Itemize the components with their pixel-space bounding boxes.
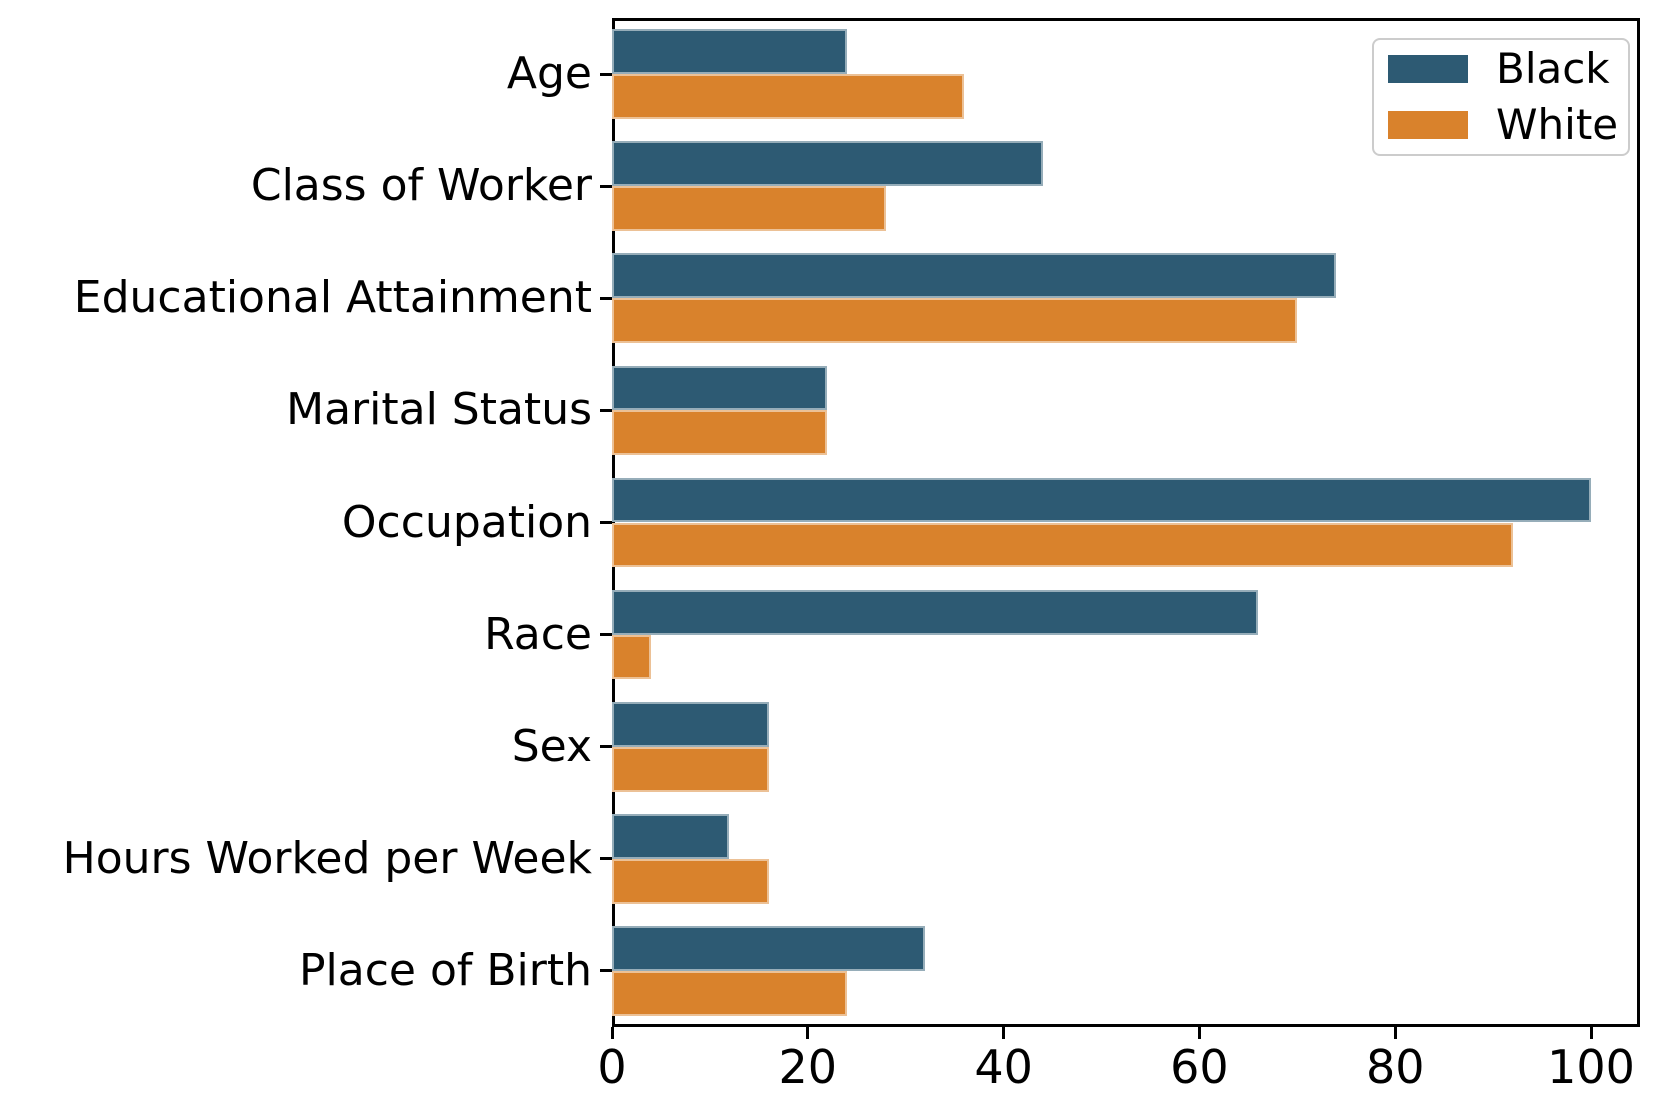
x-tick-label-60: 60 (1170, 1040, 1229, 1094)
x-tick-mark (1589, 1027, 1593, 1039)
bar-white-class-of-worker (612, 186, 887, 231)
y-tick-label-place-of-birth: Place of Birth (298, 944, 592, 996)
bar-black-sex (612, 701, 769, 747)
bar-white-age (612, 74, 965, 119)
legend-label-black: Black (1496, 44, 1610, 93)
y-tick-mark (600, 408, 612, 412)
y-tick-label-class-of-worker: Class of Worker (250, 160, 592, 212)
y-tick-mark (600, 72, 612, 76)
bar-black-age (612, 29, 847, 75)
bar-white-hours-worked-per-week (612, 858, 769, 904)
legend-swatch-white (1388, 111, 1468, 139)
bar-black-class-of-worker (612, 141, 1043, 187)
y-tick-label-sex: Sex (511, 720, 592, 772)
y-tick-mark (600, 296, 612, 300)
bar-white-occupation (612, 522, 1513, 568)
bar-black-marital-status (612, 365, 828, 411)
y-tick-mark (600, 745, 612, 749)
legend-item-black: Black (1388, 46, 1614, 92)
y-tick-mark (600, 969, 612, 973)
bar-white-educational-attainment (612, 298, 1298, 344)
y-tick-label-hours-worked-per-week: Hours Worked per Week (62, 832, 592, 884)
x-tick-mark (1393, 1027, 1397, 1039)
bar-black-place-of-birth (612, 926, 926, 971)
bar-black-occupation (612, 477, 1592, 523)
y-tick-mark (600, 857, 612, 861)
bar-black-educational-attainment (612, 253, 1337, 299)
bar-white-marital-status (612, 410, 828, 456)
legend: Black White (1372, 38, 1630, 156)
y-tick-label-marital-status: Marital Status (286, 384, 592, 436)
x-tick-label-40: 40 (974, 1040, 1033, 1094)
bar-black-hours-worked-per-week (612, 813, 730, 859)
bar-white-race (612, 634, 652, 680)
legend-item-white: White (1388, 102, 1618, 148)
y-tick-mark (600, 184, 612, 188)
legend-swatch-black (1388, 55, 1468, 83)
bar-white-sex (612, 746, 769, 792)
y-tick-label-occupation: Occupation (341, 496, 592, 548)
x-tick-label-20: 20 (778, 1040, 838, 1094)
x-tick-mark (806, 1027, 810, 1039)
legend-label-white: White (1496, 100, 1619, 149)
bar-black-race (612, 589, 1259, 635)
x-tick-mark (610, 1027, 614, 1039)
y-tick-label-educational-attainment: Educational Attainment (73, 272, 592, 324)
bar-white-place-of-birth (612, 970, 847, 1016)
x-tick-mark (1002, 1027, 1006, 1039)
y-tick-label-race: Race (484, 608, 592, 660)
y-tick-mark (600, 633, 612, 637)
y-tick-label-age: Age (506, 48, 592, 100)
x-tick-label-100: 100 (1547, 1040, 1635, 1094)
x-tick-mark (1197, 1027, 1201, 1039)
y-tick-mark (600, 521, 612, 524)
x-tick-label-80: 80 (1365, 1040, 1425, 1094)
x-tick-label-0: 0 (597, 1040, 627, 1094)
